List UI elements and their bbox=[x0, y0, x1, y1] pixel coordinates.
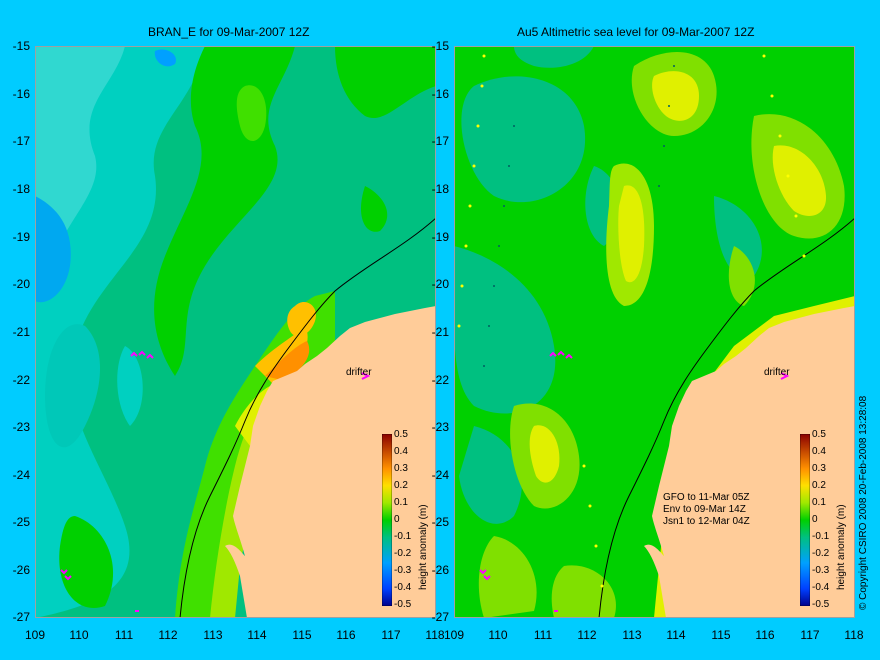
colorbar-tick: -0.1 bbox=[394, 531, 412, 542]
y-tick: -15 bbox=[12, 39, 30, 53]
x-tick: 117 bbox=[381, 628, 401, 642]
title-left: BRAN_E for 09-Mar-2007 12Z bbox=[148, 25, 310, 39]
y-tick: -25 bbox=[431, 515, 449, 529]
y-tick: -17 bbox=[431, 134, 449, 148]
y-tick: -22 bbox=[12, 373, 30, 387]
title-right: Au5 Altimetric sea level for 09-Mar-2007… bbox=[517, 25, 755, 39]
y-tick: -20 bbox=[12, 277, 30, 291]
y-tick: -20 bbox=[431, 277, 449, 291]
colorbar-tick: -0.4 bbox=[812, 582, 830, 593]
colorbar-tick: 0.3 bbox=[812, 463, 826, 474]
y-tick: -21 bbox=[431, 325, 449, 339]
y-tick: -17 bbox=[12, 134, 30, 148]
y-tick: -16 bbox=[431, 87, 449, 101]
x-tick: 111 bbox=[114, 628, 134, 642]
y-tick: -26 bbox=[12, 563, 30, 577]
satellite-info: GFO to 11-Mar 05Z Env to 09-Mar 14Z Jsn1… bbox=[663, 492, 750, 528]
colorbar-label: height anomaly (m) bbox=[836, 504, 847, 590]
x-tick: 110 bbox=[69, 628, 89, 642]
satellite-info-line: Jsn1 to 12-Mar 04Z bbox=[663, 516, 750, 527]
x-tick: 114 bbox=[666, 628, 686, 642]
x-tick: 116 bbox=[336, 628, 356, 642]
y-tick: -27 bbox=[431, 610, 449, 624]
y-tick: -22 bbox=[431, 373, 449, 387]
x-tick: 114 bbox=[247, 628, 267, 642]
y-tick: -15 bbox=[431, 39, 449, 53]
colorbar-tick: 0.5 bbox=[812, 429, 826, 440]
y-tick: -18 bbox=[12, 182, 30, 196]
colorbar-tick: 0.2 bbox=[812, 480, 826, 491]
y-tick: -21 bbox=[12, 325, 30, 339]
colorbar-gradient bbox=[382, 434, 392, 606]
y-tick: -24 bbox=[12, 468, 30, 482]
x-tick: 113 bbox=[203, 628, 223, 642]
y-tick: -26 bbox=[431, 563, 449, 577]
y-tick: -25 bbox=[12, 515, 30, 529]
y-tick: -19 bbox=[12, 230, 30, 244]
x-tick: 109 bbox=[443, 628, 465, 642]
x-tick: 116 bbox=[755, 628, 775, 642]
colorbar-tick: 0.4 bbox=[812, 446, 826, 457]
drifter-label-right: drifter bbox=[764, 367, 790, 378]
y-tick: -27 bbox=[12, 610, 30, 624]
y-tick: -18 bbox=[431, 182, 449, 196]
colorbar-tick: 0.3 bbox=[394, 463, 408, 474]
colorbar-tick: 0 bbox=[812, 514, 818, 525]
satellite-info-line: GFO to 11-Mar 05Z bbox=[663, 492, 750, 503]
colorbar-tick: 0.1 bbox=[812, 497, 826, 508]
x-tick: 113 bbox=[622, 628, 642, 642]
y-tick: -16 bbox=[12, 87, 30, 101]
x-tick: 118 bbox=[425, 628, 445, 642]
x-tick: 110 bbox=[488, 628, 508, 642]
colorbar-tick: 0.5 bbox=[394, 429, 408, 440]
colorbar-tick: -0.3 bbox=[812, 565, 830, 576]
colorbar-tick: -0.3 bbox=[394, 565, 412, 576]
map-panel-altimetry bbox=[454, 46, 855, 618]
x-tick: 112 bbox=[158, 628, 178, 642]
satellite-info-line: Env to 09-Mar 14Z bbox=[663, 504, 746, 515]
copyright-text: © Copyright CSIRO 2008 20-Feb-2008 13:28… bbox=[858, 395, 869, 610]
colorbar-gradient bbox=[800, 434, 810, 606]
colorbar-tick: -0.5 bbox=[394, 599, 412, 610]
colorbar-tick: -0.2 bbox=[812, 548, 830, 559]
map-panel-bran bbox=[35, 46, 436, 618]
colorbar-tick: -0.1 bbox=[812, 531, 830, 542]
x-tick: 115 bbox=[711, 628, 731, 642]
x-tick: 112 bbox=[577, 628, 597, 642]
colorbar-tick: 0 bbox=[394, 514, 400, 525]
x-tick: 117 bbox=[800, 628, 820, 642]
x-tick: 118 bbox=[844, 628, 864, 642]
y-tick: -23 bbox=[431, 420, 449, 434]
y-tick: -24 bbox=[431, 468, 449, 482]
drifter-label-left: drifter bbox=[346, 367, 372, 378]
y-tick: -19 bbox=[431, 230, 449, 244]
y-tick: -23 bbox=[12, 420, 30, 434]
colorbar-tick: 0.2 bbox=[394, 480, 408, 491]
colorbar-tick: -0.4 bbox=[394, 582, 412, 593]
colorbar-tick: 0.1 bbox=[394, 497, 408, 508]
colorbar-tick: 0.4 bbox=[394, 446, 408, 457]
colorbar-tick: -0.5 bbox=[812, 599, 830, 610]
colorbar-tick: -0.2 bbox=[394, 548, 412, 559]
x-tick: 115 bbox=[292, 628, 312, 642]
x-tick: 111 bbox=[533, 628, 553, 642]
x-tick: 109 bbox=[24, 628, 46, 642]
colorbar-label: height anomaly (m) bbox=[418, 504, 429, 590]
